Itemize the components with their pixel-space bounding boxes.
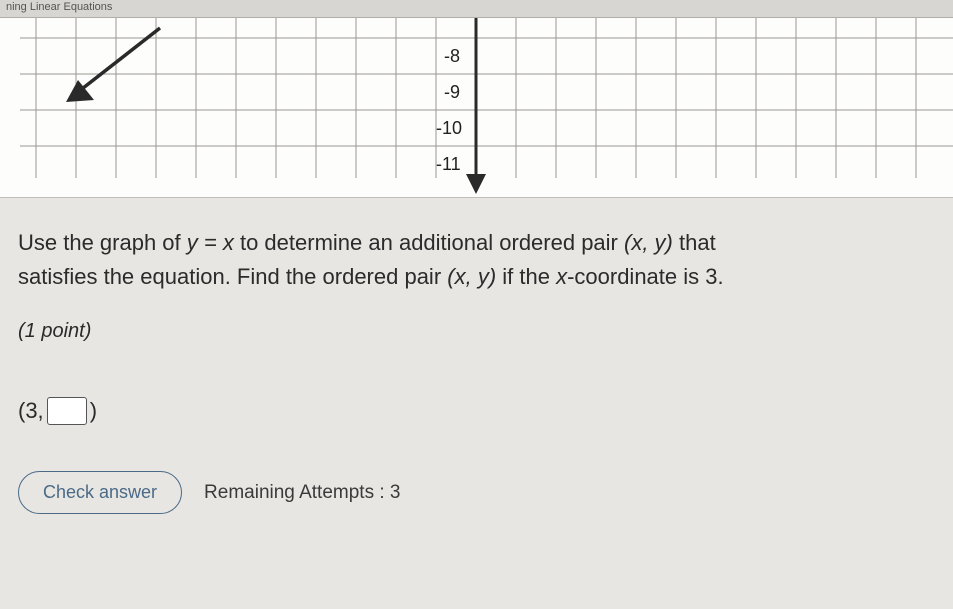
bottom-row: Check answer Remaining Attempts : 3 [18, 471, 935, 514]
question-text: Use the graph of y = x to determine an a… [18, 226, 935, 294]
q-pair: (x, y) [447, 264, 496, 289]
q-pair: (x, y) [624, 230, 673, 255]
y-tick-label: -9 [444, 82, 460, 103]
answer-input[interactable] [47, 397, 87, 425]
y-tick-label: -10 [436, 118, 462, 139]
q-text: if the [496, 264, 556, 289]
q-text: Use the graph of [18, 230, 187, 255]
attempts-count: 3 [390, 482, 401, 503]
answer-prefix: (3, [18, 398, 44, 424]
breadcrumb-text: ning Linear Equations [6, 1, 112, 13]
coordinate-chart: -8 -9 -10 -11 [0, 18, 953, 198]
question-area: Use the graph of y = x to determine an a… [0, 198, 953, 524]
q-text: satisfies the equation. Find the ordered… [18, 264, 447, 289]
answer-row: (3, ) [18, 397, 935, 425]
points-label: (1 point) [18, 320, 935, 343]
y-tick-label: -8 [444, 46, 460, 67]
check-answer-button[interactable]: Check answer [18, 471, 182, 514]
q-text: that [673, 230, 716, 255]
answer-suffix: ) [90, 398, 97, 424]
q-text: -coordinate is 3. [567, 264, 724, 289]
q-x: x [556, 264, 567, 289]
y-tick-label: -11 [436, 154, 461, 175]
breadcrumb: ning Linear Equations [0, 0, 953, 18]
chart-svg [0, 18, 953, 198]
remaining-attempts: Remaining Attempts : 3 [204, 482, 400, 504]
q-equation: y = x [187, 230, 234, 255]
attempts-label: Remaining Attempts : [204, 482, 390, 503]
q-text: to determine an additional ordered pair [234, 230, 624, 255]
